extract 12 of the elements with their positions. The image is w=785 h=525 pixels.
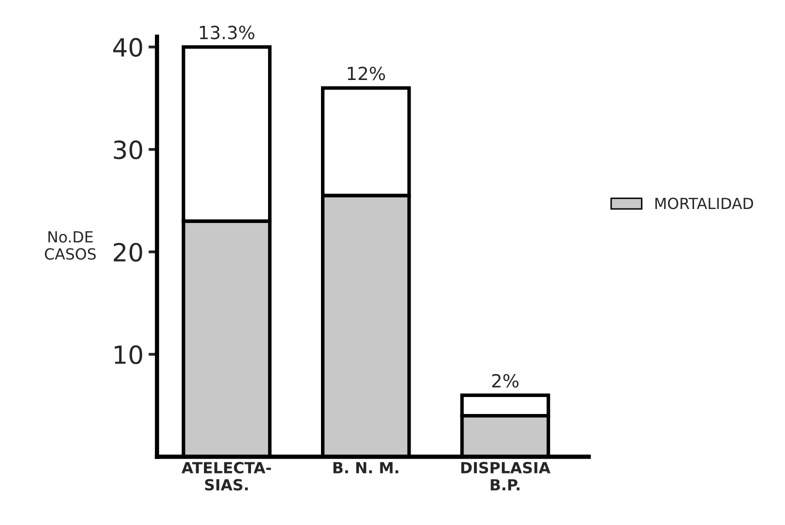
y-tick-label: 30 [114,140,142,160]
legend-label: MORTALIDAD [655,198,754,210]
annotation: 13.3% [200,26,254,40]
x-tick-label: B. N. M. [333,462,398,474]
annotation: 2% [492,374,519,388]
y-tick-label: 40 [113,38,142,57]
annotation: 12% [348,66,385,80]
x-tick-label: ATELECTA- SIAS. [182,462,271,491]
y-tick-label: 10 [114,345,142,364]
y-tick-label: 20 [114,242,142,262]
x-tick-label: DISPLASIA B.P. [461,462,550,490]
y-axis-title: No.DE CASOS [44,231,96,260]
